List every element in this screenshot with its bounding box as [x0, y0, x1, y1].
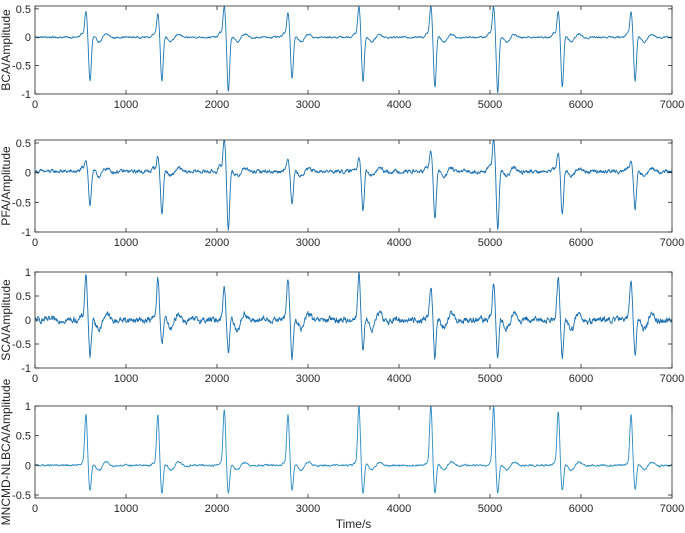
y-tick-label: 0: [25, 315, 31, 327]
subplot-2: 0 1000 2000 3000 4000 5000 6000 7000 0.5 0 -0.5 -1 P…: [0, 138, 684, 249]
x-tick-label: 4000: [387, 503, 411, 515]
x-tick-label: 2000: [205, 503, 229, 515]
signal-trace-2: [35, 140, 672, 231]
subplot-1: 0 1000 2000 3000 4000 5000 6000 7000 0.5 0 -0.5 -1 B…: [0, 4, 684, 111]
axes-frame: [34, 139, 673, 233]
x-tick-label: 3000: [296, 237, 320, 249]
x-tick-label: 0: [32, 237, 38, 249]
x-tick-label: 4000: [387, 99, 411, 111]
signal-trace-3: [35, 272, 672, 361]
x-tick-label: 5000: [478, 503, 502, 515]
y-tick-label: -0.5: [12, 197, 31, 209]
x-tick-label: 7000: [660, 503, 684, 515]
y-axis-label: SCA/Amplitude: [0, 279, 13, 361]
x-tick-label: 5000: [478, 237, 502, 249]
y-tick-label: 1: [25, 267, 31, 279]
x-tick-label: 1000: [114, 503, 138, 515]
x-tick-label: 6000: [569, 373, 593, 385]
x-tick-label: 3000: [296, 503, 320, 515]
x-tick-label: 3000: [296, 99, 320, 111]
x-tick-label: 1000: [114, 237, 138, 249]
y-tick-label: 0.5: [16, 4, 31, 16]
y-tick-label: -0.5: [12, 490, 31, 502]
y-axis-label: MNCMD-NLBCA/Amplitude: [0, 378, 13, 525]
y-axis-label: PFA/Amplitude: [0, 146, 13, 226]
y-tick-label: -1: [21, 227, 31, 239]
y-tick-label: 1: [25, 401, 31, 413]
x-tick-label: 1000: [114, 373, 138, 385]
y-tick-label: 0.5: [16, 138, 31, 150]
x-tick-label: 7000: [660, 99, 684, 111]
x-tick-label: 4000: [387, 237, 411, 249]
y-axis-label: BCA/Amplitude: [0, 9, 13, 91]
x-tick-label: 6000: [569, 237, 593, 249]
x-tick-label: 0: [32, 99, 38, 111]
y-tick-label: 0.5: [16, 431, 31, 443]
x-tick-label: 5000: [478, 373, 502, 385]
y-tick-label: 0: [25, 460, 31, 472]
y-tick-label: 0.5: [16, 291, 31, 303]
y-tick-label: -1: [21, 363, 31, 375]
signal-trace-4: [35, 406, 672, 494]
x-tick-label: 2000: [205, 237, 229, 249]
x-tick-label: 7000: [660, 237, 684, 249]
subplot-4: 0 1000 2000 3000 4000 5000 6000 700010.50-0.5MN…: [0, 378, 684, 531]
x-tick-label: 7000: [660, 373, 684, 385]
x-tick-label: 2000: [205, 99, 229, 111]
x-tick-label: 3000: [296, 373, 320, 385]
axes-frame: [34, 5, 673, 95]
x-tick-label: 4000: [387, 373, 411, 385]
x-axis-label: Time/s: [336, 517, 372, 531]
y-tick-label: -0.5: [12, 339, 31, 351]
x-tick-label: 6000: [569, 503, 593, 515]
x-tick-label: 0: [32, 503, 38, 515]
y-tick-label: 0: [25, 32, 31, 44]
signal-trace-1: [35, 6, 672, 94]
x-tick-label: 6000: [569, 99, 593, 111]
y-tick-label: 0: [25, 168, 31, 180]
subplot-3: 0 1000 2000 3000 4000 5000 6000 7000 1 0.5 0 -0.5 -1…: [0, 267, 684, 385]
x-tick-label: 5000: [478, 99, 502, 111]
x-tick-label: 1000: [114, 99, 138, 111]
x-tick-label: 2000: [205, 373, 229, 385]
y-tick-label: -1: [21, 89, 31, 101]
x-tick-label: 0: [32, 373, 38, 385]
y-tick-label: -0.5: [12, 61, 31, 73]
axes-frame: [34, 405, 673, 499]
